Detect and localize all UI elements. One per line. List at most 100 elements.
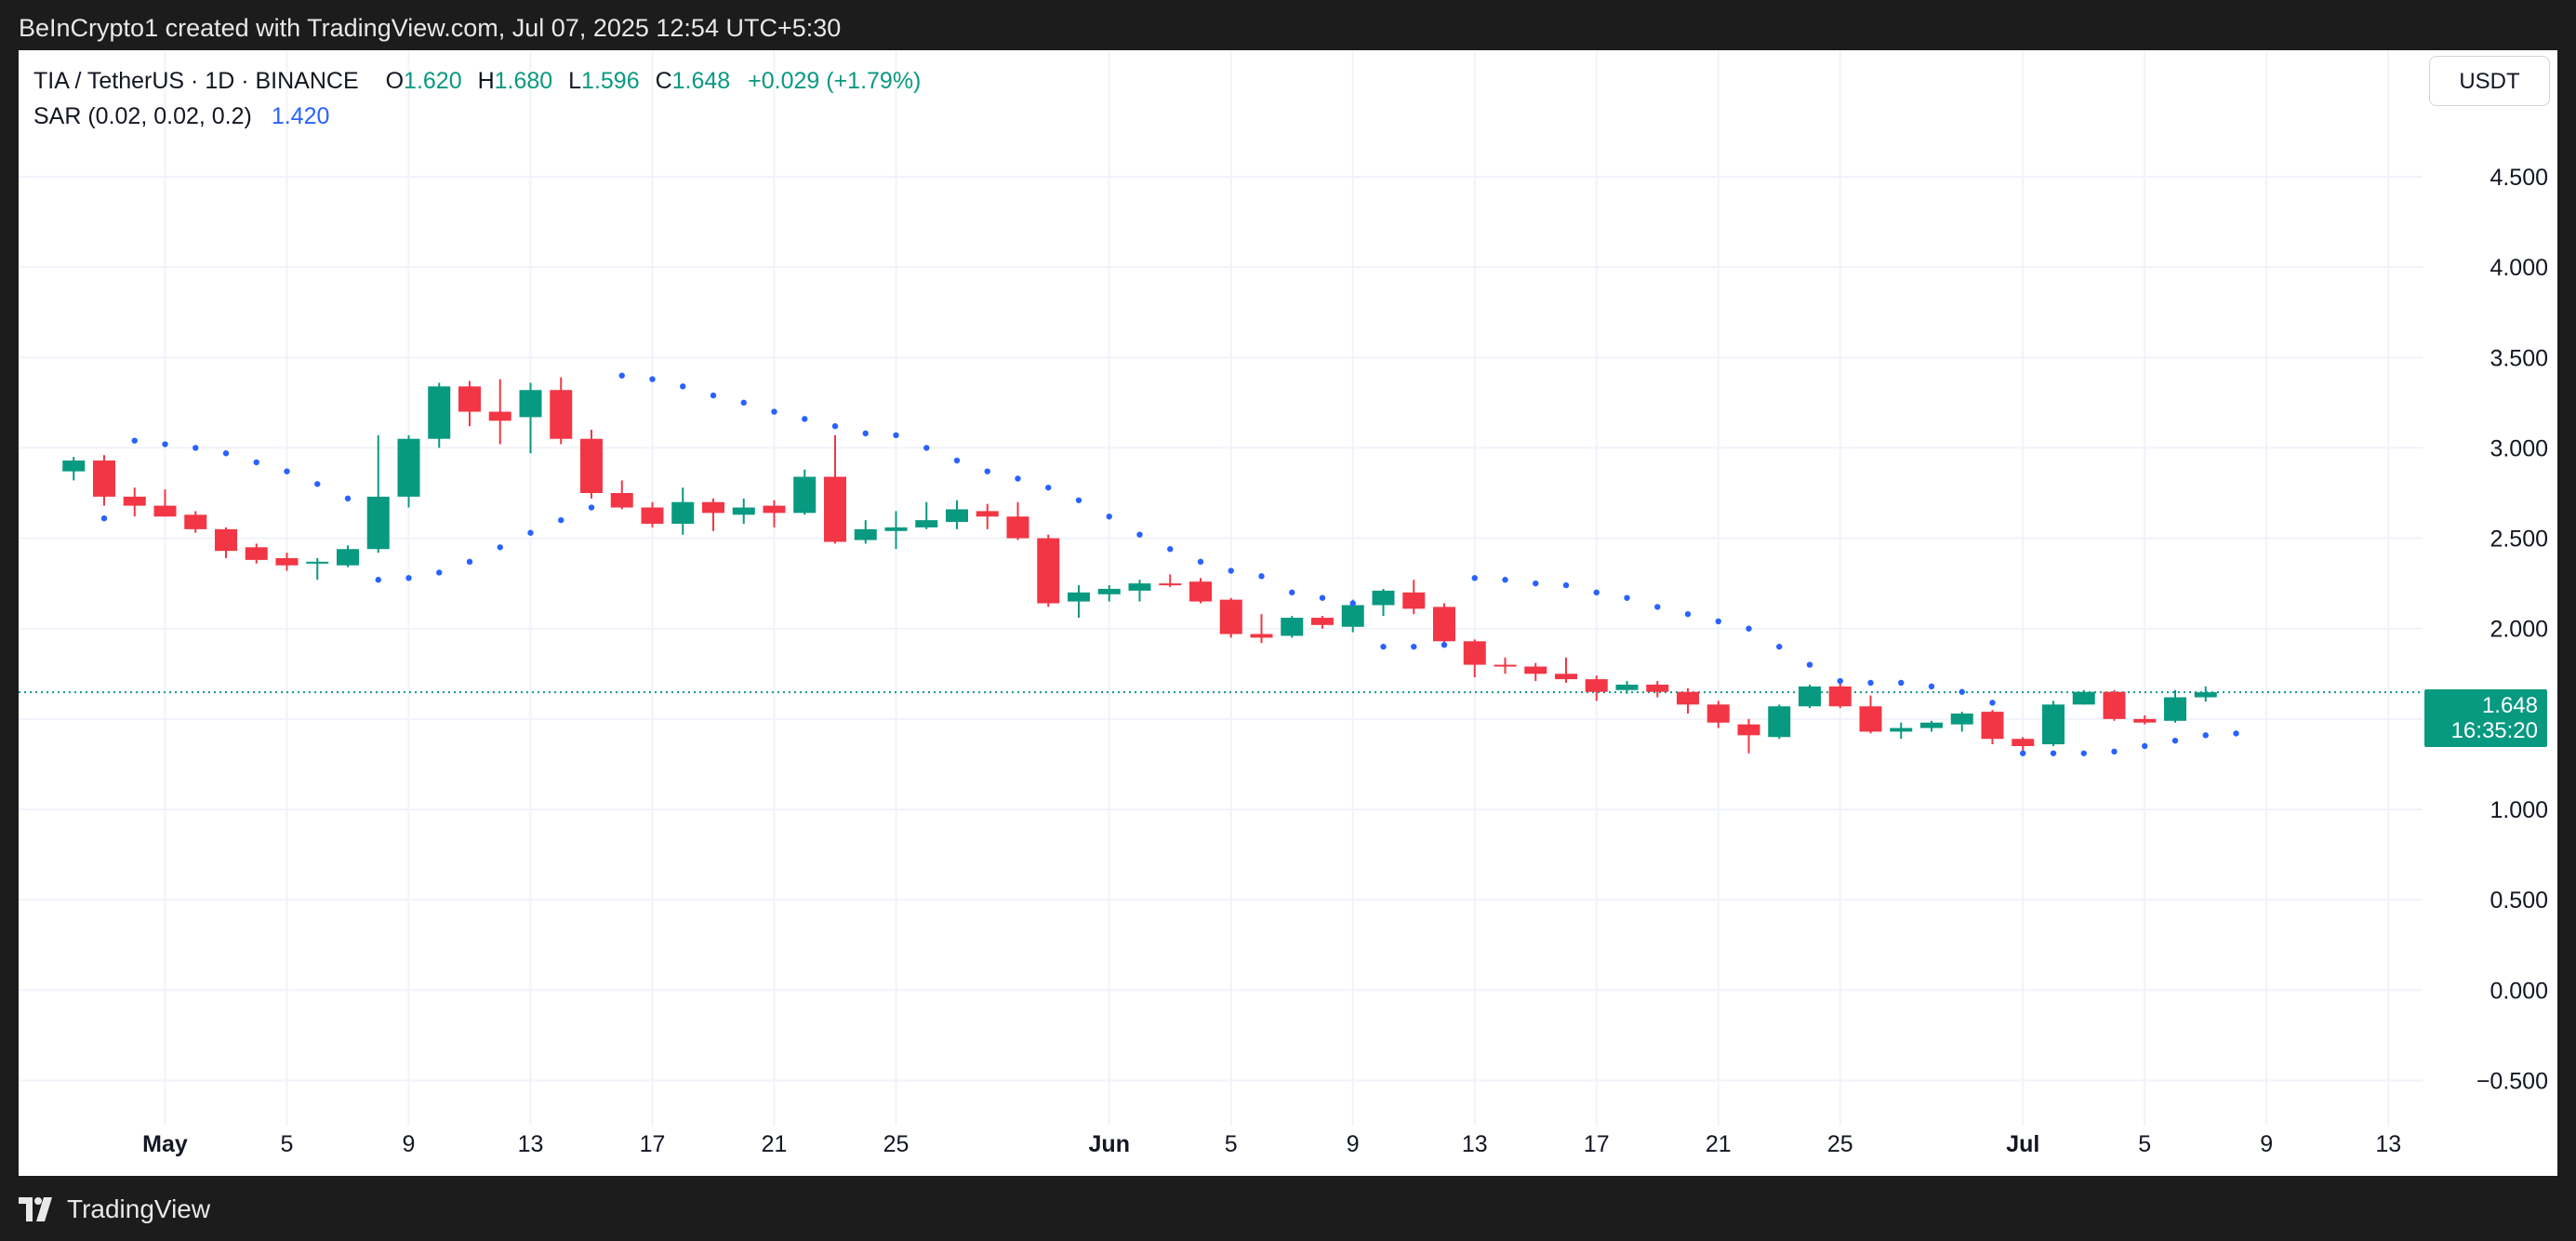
candle[interactable]: [732, 498, 755, 525]
candle[interactable]: [215, 527, 237, 558]
candle[interactable]: [1494, 657, 1517, 674]
candle-body: [1250, 634, 1273, 638]
sar-dot: [1806, 661, 1813, 668]
sar-dot: [588, 504, 595, 511]
candle[interactable]: [1037, 534, 1060, 607]
currency-button[interactable]: USDT: [2429, 56, 2550, 106]
y-tick-label: 4.000: [2490, 255, 2548, 281]
candle-body: [519, 390, 542, 418]
candle[interactable]: [2042, 701, 2065, 746]
x-tick-label: 9: [403, 1131, 416, 1157]
candle[interactable]: [763, 500, 786, 527]
candle[interactable]: [2103, 689, 2126, 721]
candle-body: [366, 496, 390, 550]
sar-dot: [1959, 688, 1965, 695]
candle[interactable]: [153, 489, 177, 517]
sar-dot: [1593, 589, 1600, 596]
candle[interactable]: [397, 434, 420, 508]
candle[interactable]: [519, 382, 542, 454]
candle[interactable]: [1981, 710, 2004, 745]
candle[interactable]: [184, 511, 207, 533]
candle[interactable]: [1006, 501, 1029, 540]
candle[interactable]: [1585, 675, 1608, 701]
candle[interactable]: [824, 434, 846, 544]
tradingview-logo[interactable]: TradingView: [19, 1194, 210, 1224]
candle[interactable]: [2072, 689, 2095, 705]
x-tick-label: Jul: [2006, 1131, 2039, 1157]
candle-body: [946, 509, 968, 523]
candle[interactable]: [1768, 704, 1791, 740]
candle[interactable]: [458, 380, 481, 427]
candle[interactable]: [1950, 712, 1973, 732]
candle[interactable]: [2164, 689, 2186, 723]
candle[interactable]: [671, 487, 695, 535]
candle[interactable]: [1737, 718, 1760, 754]
candle[interactable]: [1890, 722, 1913, 740]
candle[interactable]: [702, 498, 724, 531]
candle[interactable]: [488, 379, 511, 445]
candle[interactable]: [1646, 681, 1669, 698]
candle[interactable]: [93, 455, 115, 506]
candle[interactable]: [306, 557, 329, 580]
sar-dot: [222, 450, 230, 457]
x-tick-label: 25: [1827, 1131, 1853, 1157]
x-tick-label: 17: [640, 1131, 666, 1157]
sar-dot: [193, 445, 199, 451]
candle[interactable]: [641, 501, 664, 527]
candle[interactable]: [1555, 657, 1577, 683]
candle[interactable]: [1433, 603, 1455, 644]
candle[interactable]: [1311, 616, 1334, 629]
candle[interactable]: [366, 434, 390, 554]
candle[interactable]: [1068, 585, 1090, 619]
candle[interactable]: [854, 520, 877, 544]
candle[interactable]: [62, 457, 86, 481]
candle[interactable]: [946, 500, 968, 529]
candle[interactable]: [1524, 662, 1547, 682]
candle[interactable]: [1828, 683, 1852, 709]
candle[interactable]: [275, 553, 299, 571]
candle[interactable]: [1250, 614, 1273, 644]
candle[interactable]: [1128, 580, 1151, 602]
candle[interactable]: [550, 377, 573, 445]
candle[interactable]: [1859, 695, 1882, 734]
candle[interactable]: [1097, 585, 1121, 602]
candle-body: [976, 511, 999, 517]
candle[interactable]: [1615, 681, 1639, 694]
x-tick-label: 5: [281, 1131, 294, 1157]
candle[interactable]: [610, 480, 633, 510]
candle[interactable]: [915, 501, 938, 529]
candle-body: [1950, 714, 1973, 725]
candle[interactable]: [123, 487, 146, 517]
candle[interactable]: [337, 545, 359, 567]
candle[interactable]: [1463, 639, 1486, 678]
candle[interactable]: [1706, 701, 1730, 728]
candle[interactable]: [428, 382, 451, 448]
candle[interactable]: [1799, 684, 1821, 709]
candle[interactable]: [1920, 720, 1943, 732]
indicator-row[interactable]: SAR (0.02, 0.02, 0.2) 1.420: [33, 99, 921, 134]
candle[interactable]: [884, 511, 908, 550]
symbol-title[interactable]: TIA / TetherUS · 1D · BINANCE: [33, 68, 359, 94]
candle[interactable]: [976, 503, 999, 529]
candle[interactable]: [1159, 574, 1182, 588]
candle[interactable]: [1189, 578, 1212, 604]
chart-panel[interactable]: [19, 50, 2557, 1176]
candle[interactable]: [245, 543, 268, 564]
sar-dot: [1562, 581, 1570, 589]
candle-body: [1311, 618, 1334, 625]
candle[interactable]: [1281, 616, 1304, 638]
candle[interactable]: [580, 430, 603, 499]
candle[interactable]: [2012, 737, 2035, 752]
candle-body: [1828, 686, 1852, 707]
candle-body: [1341, 605, 1364, 627]
candle[interactable]: [2194, 686, 2217, 702]
candle[interactable]: [1219, 597, 1242, 638]
sar-dot: [527, 529, 534, 536]
candle-body: [1768, 706, 1791, 738]
candle[interactable]: [1372, 588, 1395, 617]
candle[interactable]: [1677, 687, 1699, 714]
candle[interactable]: [1402, 580, 1426, 615]
candle[interactable]: [2133, 714, 2157, 725]
candle[interactable]: [793, 469, 817, 515]
